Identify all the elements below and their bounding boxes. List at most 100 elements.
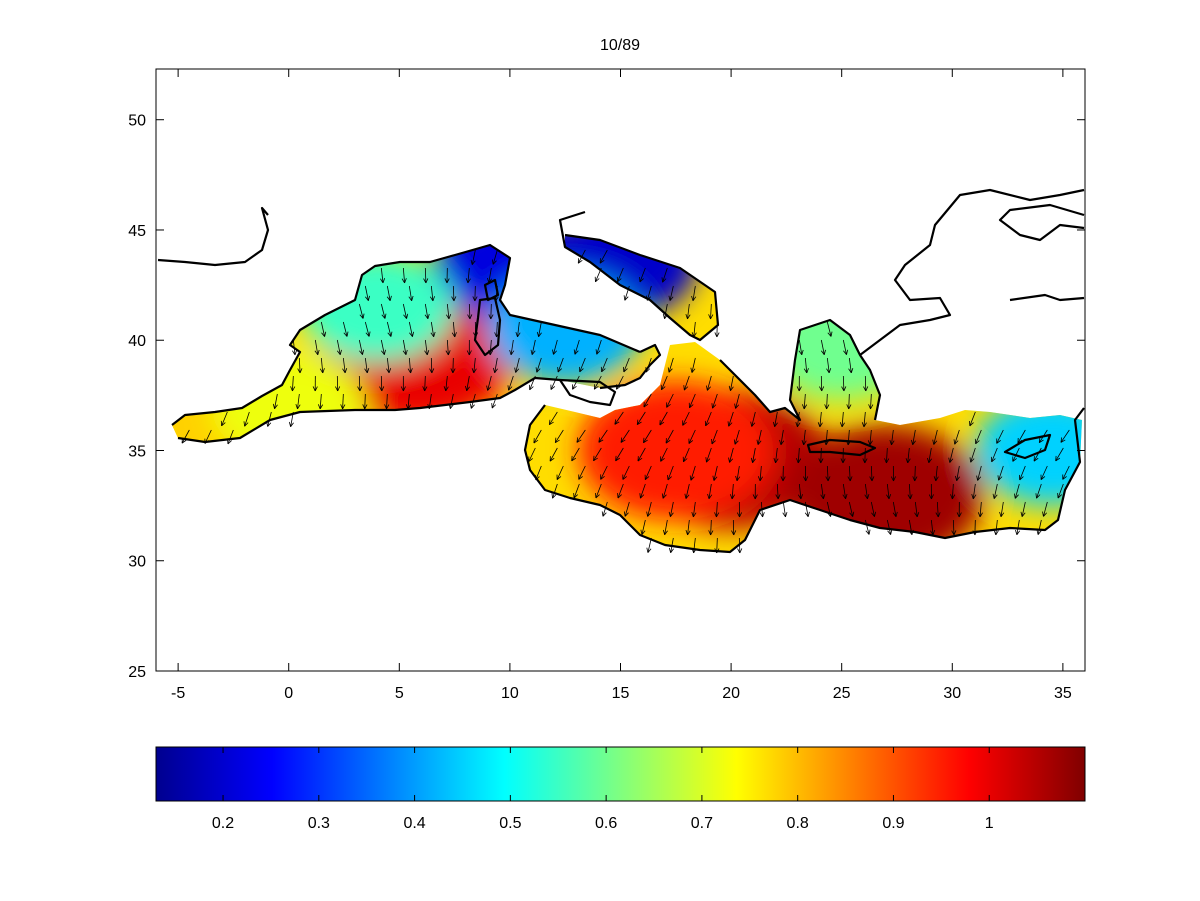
vector-arrow (773, 447, 779, 464)
vector-arrow (868, 393, 874, 410)
vector-arrow (486, 375, 492, 391)
colorbar-ticks: 0.2 0.3 0.4 0.5 0.6 0.7 0.8 0.9 1 (212, 747, 994, 832)
vector-arrow (464, 375, 470, 392)
coastline-levant-libya (523, 404, 1085, 554)
vector-arrow (1020, 501, 1026, 517)
vector-arrow (622, 465, 630, 480)
vector-arrow (572, 375, 580, 390)
y-tick-label: 45 (128, 223, 146, 240)
vector-arrow (466, 339, 472, 356)
vector-arrow (685, 303, 691, 320)
vector-arrow (890, 465, 896, 482)
vector-arrow (312, 375, 318, 392)
vector-arrow (707, 483, 713, 500)
vector-arrow (380, 267, 386, 284)
y-tick-label: 40 (128, 333, 146, 350)
vector-arrow (424, 339, 430, 356)
vector-arrow (667, 357, 674, 373)
vector-arrow (797, 483, 803, 500)
vector-arrow (1035, 483, 1042, 499)
vector-arrow (977, 501, 983, 518)
colorbar-tick-label: 0.5 (499, 815, 521, 832)
vector-arrow (869, 465, 875, 482)
vector-arrow (358, 303, 365, 319)
x-tick-label: 0 (284, 685, 293, 702)
vector-arrow (736, 501, 743, 518)
coastline-sardinia (473, 296, 502, 357)
vector-arrow (750, 411, 756, 427)
vector-arrow (617, 483, 624, 499)
vector-arrow (402, 339, 408, 356)
vector-arrow (528, 447, 536, 462)
vector-arrow (735, 465, 741, 482)
vector-arrow (358, 339, 365, 355)
vector-arrow (848, 357, 854, 374)
vector-arrow (317, 393, 324, 410)
vector-arrow (803, 357, 809, 374)
vector-arrow (600, 357, 608, 373)
x-tick-label: 30 (943, 685, 961, 702)
vector-arrow (688, 429, 696, 444)
vector-arrow (752, 483, 758, 500)
vector-arrow (841, 375, 847, 392)
vector-arrow (364, 321, 371, 337)
coastlines (157, 188, 1085, 554)
vector-arrow (772, 411, 778, 427)
vector-arrow (430, 321, 436, 338)
vector-arrow (1013, 483, 1020, 499)
vector-arrow (646, 501, 652, 517)
vector-arrow (886, 519, 893, 535)
x-tick-label: 25 (833, 685, 851, 702)
vector-arrow (840, 447, 846, 464)
vector-arrow (400, 375, 406, 392)
vector-arrow (997, 465, 1004, 481)
vector-arrow (600, 465, 608, 480)
vector-arrow (711, 429, 718, 445)
vector-arrow (683, 375, 690, 391)
vector-arrow (467, 303, 473, 320)
vector-arrow (951, 519, 957, 536)
vector-arrow (614, 411, 624, 425)
vector-arrow (884, 447, 890, 464)
vector-arrow (1057, 483, 1064, 499)
vector-arrow (470, 249, 476, 265)
vector-arrow (640, 519, 646, 535)
vector-arrow (551, 483, 558, 499)
vector-arrow (727, 411, 734, 427)
chart-title: 10/89 (600, 37, 640, 54)
vector-arrow (1040, 465, 1048, 480)
vector-arrow (935, 501, 941, 518)
vector-arrow (407, 357, 413, 374)
vector-arrow (491, 249, 498, 265)
vector-arrow (536, 321, 542, 337)
vector-arrow (733, 429, 740, 445)
vector-arrow (870, 501, 877, 517)
coastline-cyprus (1003, 433, 1052, 460)
vector-arrow (779, 429, 785, 446)
vector-arrow (820, 339, 826, 355)
vector-arrow (826, 357, 832, 374)
vector-arrow (728, 447, 734, 463)
vector-arrow (969, 447, 976, 463)
vector-arrow (734, 393, 740, 409)
vector-arrow (704, 411, 712, 427)
vector-arrow (272, 393, 278, 409)
vector-arrow (379, 375, 385, 392)
vector-arrow (492, 357, 498, 373)
colorbar-tick-label: 0.3 (308, 815, 330, 832)
coastline-balkans (719, 188, 1085, 422)
coastline-corsica (483, 278, 500, 302)
vector-arrow (824, 393, 830, 410)
vector-arrow (402, 303, 409, 319)
y-tick-label: 25 (128, 664, 146, 681)
vector-arrow (615, 447, 624, 462)
x-tick-label: 20 (722, 685, 740, 702)
vector-arrow (825, 465, 831, 482)
vector-arrow (533, 429, 542, 444)
vector-arrow (465, 267, 471, 284)
vector-arrow (422, 375, 428, 392)
vector-arrow (1018, 465, 1026, 481)
vector-arrow (798, 339, 804, 356)
vector-arrow (685, 519, 691, 536)
vector-arrow (662, 519, 668, 535)
